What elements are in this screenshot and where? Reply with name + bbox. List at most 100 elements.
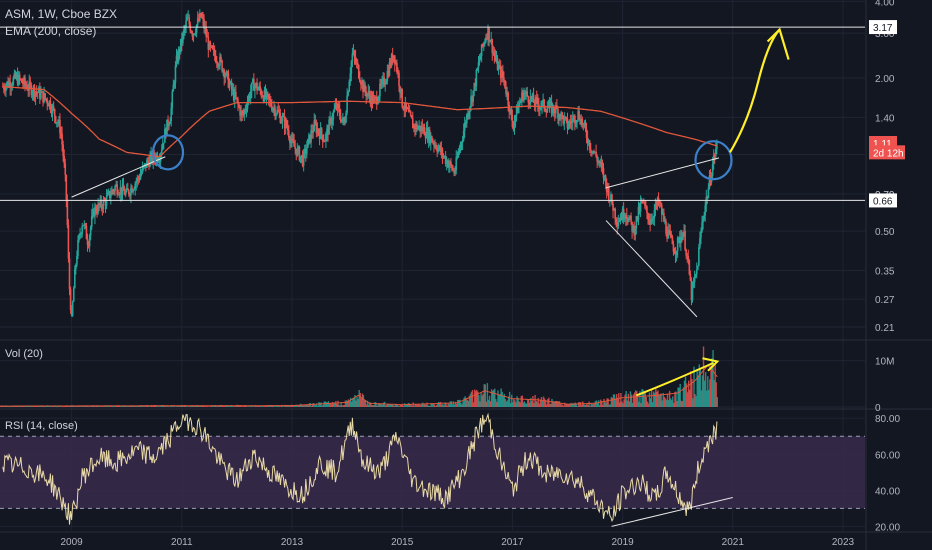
volume-bar	[691, 378, 693, 407]
candle	[392, 55, 395, 63]
volume-bar	[209, 406, 211, 407]
candle-body	[688, 260, 691, 275]
candle	[217, 61, 219, 71]
candle-body	[368, 91, 371, 97]
candle	[57, 119, 59, 128]
candle	[98, 202, 100, 211]
volume-bar	[692, 398, 694, 407]
candle-body	[293, 141, 295, 147]
candle-body	[232, 89, 235, 101]
candle-body	[369, 96, 372, 105]
candle-body	[315, 123, 318, 134]
volume-bar	[569, 403, 571, 407]
candle	[520, 98, 522, 104]
rsi-band	[0, 436, 865, 509]
candle-body	[664, 221, 666, 223]
candle	[242, 108, 245, 118]
candle-body	[278, 111, 281, 114]
candle	[210, 45, 213, 49]
volume-bar	[494, 388, 496, 407]
candle-body	[637, 206, 640, 220]
candle	[223, 68, 225, 86]
candle-body	[21, 79, 23, 83]
candle-body	[476, 68, 479, 70]
candle	[232, 83, 235, 103]
candle-body	[383, 77, 385, 86]
candle	[244, 104, 247, 115]
candle	[637, 201, 640, 226]
candle	[289, 135, 291, 151]
candle	[236, 97, 238, 102]
candle	[86, 233, 89, 252]
volume-bar	[511, 394, 513, 407]
candle	[13, 69, 16, 80]
volume-bar	[630, 394, 633, 407]
candle	[580, 114, 583, 128]
candle-body	[77, 239, 79, 257]
candle-body	[222, 70, 224, 72]
candle	[342, 113, 344, 126]
candle	[470, 89, 472, 112]
candle	[134, 181, 136, 196]
volume-bar	[683, 380, 686, 407]
candle-body	[104, 200, 107, 206]
candle-body	[371, 94, 374, 104]
candle-body	[76, 256, 78, 265]
candle	[15, 71, 18, 81]
volume-bar	[293, 405, 296, 407]
candle	[441, 147, 444, 165]
candle	[249, 84, 252, 105]
candle-body	[177, 48, 180, 62]
candle-body	[349, 73, 352, 82]
volume-bar	[15, 406, 17, 407]
candle-body	[131, 187, 133, 193]
volume-bar	[496, 401, 498, 407]
candle-body	[31, 93, 34, 96]
candle-body	[570, 121, 573, 123]
candle-body	[666, 233, 668, 239]
candle-body	[658, 202, 661, 204]
rsi-indicator-label[interactable]: RSI (14, close)	[5, 420, 78, 432]
volume-bar	[547, 399, 549, 407]
candle	[702, 215, 704, 230]
candle	[329, 111, 331, 126]
candle-body	[39, 87, 41, 99]
candle	[677, 236, 680, 244]
candle-body	[280, 121, 283, 123]
candle	[187, 10, 189, 19]
volume-bar	[370, 403, 372, 407]
candle-body	[386, 70, 389, 82]
candle-body	[289, 137, 291, 144]
candle	[62, 140, 64, 162]
candle	[136, 174, 139, 188]
ema-indicator-label[interactable]: EMA (200, close)	[5, 24, 97, 38]
candle-body	[185, 20, 187, 28]
candle	[274, 104, 276, 121]
candle	[557, 106, 559, 125]
candle	[339, 109, 342, 124]
candle-body	[455, 157, 458, 171]
highlight-circle	[151, 134, 185, 171]
candle	[310, 124, 312, 148]
candle	[437, 143, 440, 154]
candle-body	[437, 148, 440, 152]
candle	[116, 180, 118, 198]
volume-bar	[712, 350, 714, 407]
candle-body	[694, 274, 697, 277]
candle	[561, 111, 563, 120]
candle	[297, 145, 300, 156]
candle	[673, 247, 676, 255]
candle	[205, 21, 207, 43]
candle	[328, 116, 330, 135]
candle-body	[442, 156, 445, 158]
candle-body	[265, 92, 268, 98]
volume-bar	[452, 401, 455, 407]
volume-bar	[267, 405, 269, 407]
volume-bar	[541, 401, 544, 407]
price-tick-label: 2.00	[875, 74, 895, 85]
volume-bar	[535, 400, 537, 407]
candle-body	[260, 90, 263, 96]
volume-bar	[234, 405, 236, 407]
volume-indicator-label[interactable]: Vol (20)	[5, 348, 43, 360]
volume-bar	[573, 403, 575, 407]
